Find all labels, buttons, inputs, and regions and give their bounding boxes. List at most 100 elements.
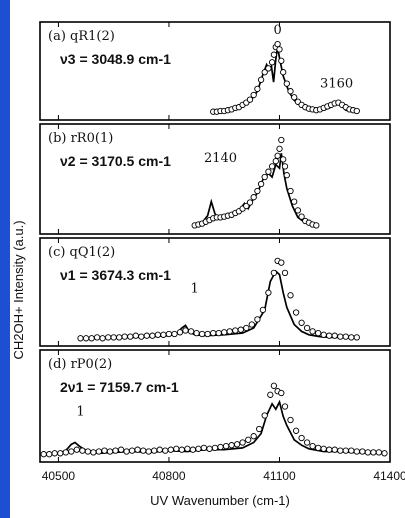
data-point: [101, 447, 108, 454]
data-point: [272, 157, 279, 165]
data-point: [226, 328, 233, 335]
data-point: [210, 329, 217, 337]
data-point: [326, 446, 333, 453]
data-point: [281, 163, 289, 170]
data-point: [176, 329, 184, 336]
panel-2: (c) qQ1(2) ν1 = 3674.3 cm-1 1: [39, 237, 391, 347]
panel-frame: [39, 21, 391, 121]
data-point: [259, 306, 267, 314]
data-point: [278, 389, 285, 397]
data-point: [127, 333, 134, 340]
data-point: [375, 449, 383, 456]
data-point: [171, 330, 178, 338]
data-point: [303, 324, 311, 332]
data-point: [270, 382, 278, 389]
data-point: [254, 316, 261, 323]
data-point: [232, 327, 239, 334]
data-point: [138, 333, 145, 340]
data-point: [274, 152, 281, 159]
data-point: [292, 309, 300, 316]
data-point: [88, 335, 95, 342]
x-tick-label: 40500: [42, 469, 76, 483]
data-point: [128, 447, 136, 454]
x-tick-label: 41100: [263, 469, 296, 483]
data-point: [193, 329, 200, 337]
data-point: [116, 334, 123, 341]
data-point: [342, 447, 349, 454]
data-point: [331, 446, 338, 453]
data-point: [117, 446, 125, 453]
data-point: [280, 156, 287, 163]
data-point: [313, 222, 320, 229]
data-point: [167, 446, 174, 453]
data-point: [268, 163, 276, 170]
data-point: [189, 446, 197, 453]
data-point: [278, 136, 285, 144]
data-point: [250, 433, 257, 440]
data-point: [82, 335, 90, 342]
data-point: [320, 445, 327, 452]
panel-vibration: ν1 = 3674.3 cm-1: [60, 267, 171, 283]
data-point: [265, 65, 272, 72]
data-point: [204, 330, 211, 338]
page-edge-bar: [0, 0, 10, 518]
data-point: [156, 446, 163, 453]
data-point: [110, 334, 117, 341]
data-point: [62, 449, 69, 456]
data-point: [154, 331, 162, 338]
data-point: [90, 449, 97, 456]
x-tick-label: 40800: [152, 469, 186, 483]
data-point: [173, 445, 180, 452]
x-axis-title: UV Wavenumber (cm-1): [150, 493, 290, 508]
x-ticks: 40500 40800 41100 41400: [42, 469, 405, 483]
data-point: [217, 443, 224, 451]
data-point: [149, 332, 156, 339]
data-point: [221, 329, 228, 336]
data-point: [233, 441, 241, 448]
data-point: [99, 335, 106, 342]
data-point: [228, 442, 235, 449]
data-point: [309, 328, 316, 335]
data-point: [276, 145, 283, 152]
peak-annotation: 1: [191, 282, 199, 297]
data-point: [245, 436, 252, 443]
data-point: [178, 446, 185, 453]
data-point: [40, 451, 47, 458]
panel-frame: [39, 123, 391, 235]
data-point: [298, 319, 305, 326]
data-point: [348, 447, 355, 454]
data-point: [254, 187, 261, 195]
data-point: [337, 333, 344, 340]
x-tick-label: 41400: [373, 469, 405, 483]
y-axis-title: CH2OH+ Intensity (a.u.): [11, 220, 26, 359]
data-point: [250, 91, 257, 99]
data-point: [381, 450, 388, 457]
data-point: [267, 391, 274, 398]
data-point: [257, 180, 265, 188]
data-point: [211, 444, 219, 452]
panel-vibration: ν3 = 3048.9 cm-1: [60, 51, 171, 67]
data-point: [46, 451, 53, 458]
data-point: [206, 445, 213, 452]
panel-label: (c) qQ1(2): [48, 245, 115, 260]
panel-label: (a) qR1(2): [48, 29, 115, 44]
data-point: [283, 172, 290, 179]
data-point: [151, 447, 158, 454]
data-point: [353, 448, 360, 455]
data-point: [95, 448, 103, 455]
data-point: [281, 403, 289, 410]
data-point: [140, 447, 147, 454]
data-point: [73, 446, 80, 453]
data-point: [248, 321, 255, 328]
data-point: [261, 173, 268, 181]
data-point: [315, 444, 322, 452]
data-point: [280, 69, 287, 76]
data-point: [331, 332, 338, 339]
data-point: [105, 334, 112, 341]
data-point: [283, 80, 290, 87]
data-point: [281, 269, 289, 277]
panel-vibration: ν2 = 3170.5 cm-1: [60, 153, 171, 169]
data-point: [342, 333, 349, 340]
data-point: [165, 330, 173, 338]
data-point: [291, 94, 298, 101]
